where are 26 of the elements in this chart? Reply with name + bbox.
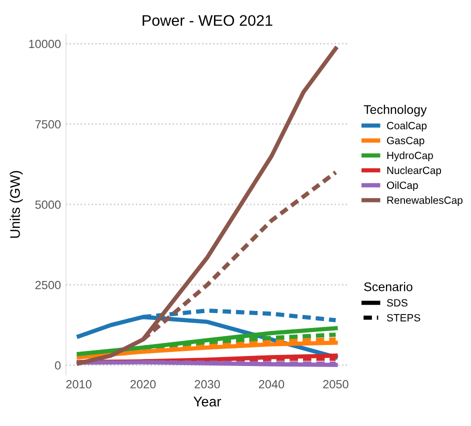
chart-title: Power - WEO 2021 [142,15,272,26]
legend-label: NuclearCap [387,166,442,176]
x-axis-title: Year [194,396,222,407]
y-tick-label: 0 [54,361,61,370]
x-tick-label: 2050 [323,380,348,388]
legend-label: OilCap [386,181,418,192]
legend-label: CoalCap [387,122,427,132]
y-tick-label: 7500 [35,120,61,128]
text: SDS [386,299,408,307]
x-tick-label: 2010 [66,380,92,388]
legend-title: Technology [364,104,427,116]
y-tick-label: 10000 [29,40,61,48]
line-series [76,326,338,356]
y-axis-title: Units (GW) [10,171,23,238]
legend-label: HydroCap [387,151,433,162]
y-tick-label: 2500 [35,280,61,290]
x-tick-label: 2020 [130,380,156,388]
line-series [76,340,338,360]
text: Scenario [364,282,412,292]
x-tick-label: 2040 [258,380,284,388]
line-series [76,46,338,366]
y-tick-label: 5000 [35,200,61,209]
legend-label: GasCap [387,136,424,146]
text: STEPS [386,314,420,322]
x-tick-label: 2030 [194,380,220,388]
legend-label: RenewablesCap [387,196,462,206]
